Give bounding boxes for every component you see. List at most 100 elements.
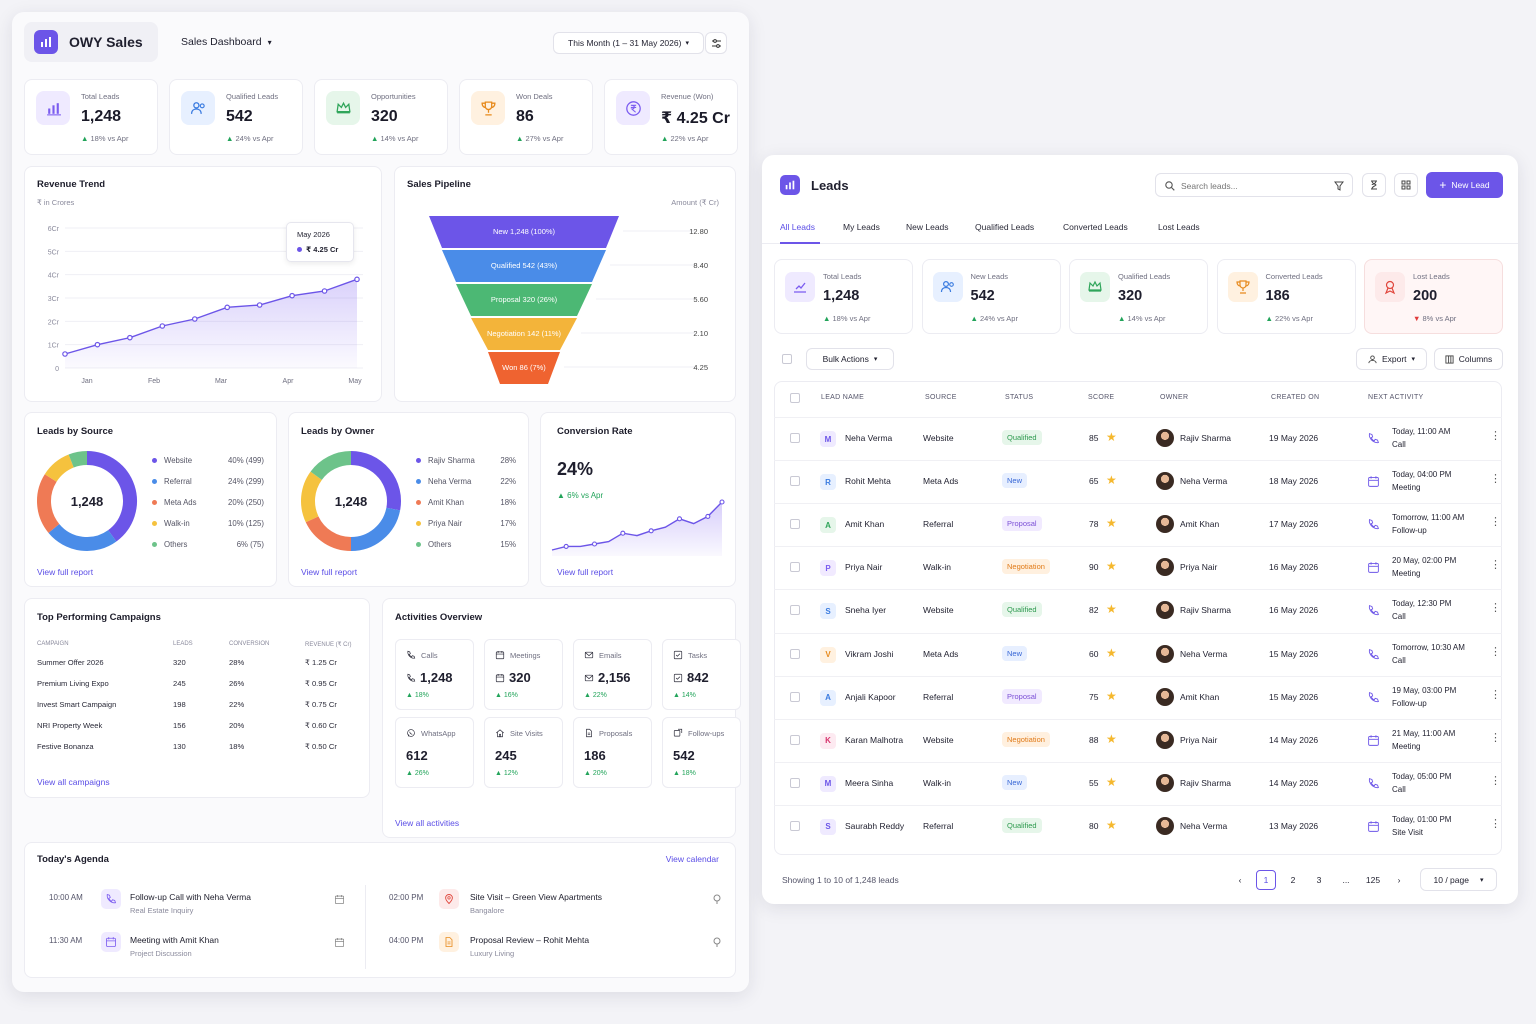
prev-page-button[interactable]: ‹ bbox=[1238, 875, 1242, 885]
row-checkbox[interactable] bbox=[790, 820, 800, 831]
logo-box[interactable]: OWY Sales bbox=[24, 22, 158, 62]
kpi-card[interactable]: Total Leads 1,248 ▲ 18% vs Apr bbox=[24, 79, 158, 155]
funnel-filter-icon[interactable] bbox=[1334, 181, 1344, 191]
table-row[interactable]: M Meera Sinha Walk-in New 55 ★ Rajiv Sharma 14 … bbox=[774, 761, 1502, 805]
kpi-card[interactable]: Won Deals 86 ▲ 27% vs Apr bbox=[459, 79, 593, 155]
activity-tile[interactable]: Meetings 320 ▲ 16% bbox=[484, 639, 563, 710]
lead-name[interactable]: Karan Malhotra bbox=[845, 734, 904, 745]
view-full-report-link[interactable]: View full report bbox=[301, 567, 358, 577]
row-checkbox[interactable] bbox=[790, 648, 800, 659]
activity-tile[interactable]: Proposals 186 ▲ 20% bbox=[573, 717, 652, 788]
kpi-card[interactable]: Opportunities 320 ▲ 14% vs Apr bbox=[314, 79, 448, 155]
col-lead-name[interactable]: LEAD NAME bbox=[821, 394, 865, 401]
page-button[interactable]: 125 bbox=[1365, 875, 1381, 885]
lead-name[interactable]: Vikram Joshi bbox=[845, 648, 894, 659]
header-checkbox[interactable] bbox=[790, 393, 800, 403]
date-range-select[interactable]: This Month (1 – 31 May 2026) ▾ bbox=[553, 32, 704, 54]
more-options-icon[interactable]: ⋮ bbox=[1490, 516, 1501, 529]
more-options-icon[interactable]: ⋮ bbox=[1490, 688, 1501, 701]
lead-kpi-card[interactable]: New Leads 542 ▲ 24% vs Apr bbox=[921, 259, 1061, 334]
lead-name[interactable]: Sneha Iyer bbox=[845, 605, 887, 616]
kpi-card[interactable]: Revenue (Won) ₹ 4.25 Cr ▲ 22% vs Apr bbox=[604, 79, 738, 155]
calendar-icon[interactable] bbox=[334, 937, 345, 948]
lead-name[interactable]: Saurabh Reddy bbox=[845, 820, 905, 831]
table-row[interactable]: Summer Offer 2026 320 28% ₹ 1.25 Cr bbox=[37, 652, 357, 673]
grid-view-button[interactable] bbox=[1394, 173, 1418, 197]
page-button-active[interactable]: 1 bbox=[1256, 870, 1276, 890]
lead-kpi-card[interactable]: Converted Leads 186 ▲ 22% vs Apr bbox=[1216, 259, 1356, 334]
tab-item[interactable]: My Leads bbox=[843, 222, 880, 232]
row-checkbox[interactable] bbox=[790, 476, 800, 487]
dashboard-selector[interactable]: Sales Dashboard ▾ bbox=[181, 36, 272, 48]
activity-tile[interactable]: Site Visits 245 ▲ 12% bbox=[484, 717, 563, 788]
sort-button[interactable] bbox=[1362, 173, 1386, 197]
more-options-icon[interactable]: ⋮ bbox=[1490, 430, 1501, 442]
tab-item[interactable]: All Leads bbox=[780, 222, 815, 232]
more-options-icon[interactable]: ⋮ bbox=[1490, 559, 1501, 572]
agenda-item[interactable]: 02:00 PM Site Visit – Green View Apartmen… bbox=[377, 887, 732, 927]
col-score[interactable]: SCORE bbox=[1088, 394, 1115, 401]
view-all-campaigns-link[interactable]: View all campaigns bbox=[37, 777, 110, 787]
lead-name[interactable]: Priya Nair bbox=[845, 562, 883, 573]
lead-kpi-card[interactable]: Qualified Leads 320 ▲ 14% vs Apr bbox=[1069, 259, 1208, 334]
next-page-button[interactable]: › bbox=[1397, 875, 1401, 885]
more-options-icon[interactable]: ⋮ bbox=[1490, 774, 1501, 787]
lead-name[interactable]: Neha Verma bbox=[845, 433, 893, 443]
lead-name[interactable]: Meera Sinha bbox=[845, 777, 894, 788]
bulk-actions-button[interactable]: Bulk Actions ▾ bbox=[806, 348, 894, 370]
page-button[interactable]: ... bbox=[1342, 875, 1350, 885]
page-button[interactable]: 3 bbox=[1316, 875, 1322, 885]
row-checkbox[interactable] bbox=[790, 433, 800, 443]
table-row[interactable]: K Karan Malhotra Website Negotiation 88 ★ Priy… bbox=[774, 718, 1502, 762]
activity-tile[interactable]: WhatsApp 612 ▲ 26% bbox=[395, 717, 474, 788]
tab-item[interactable]: Qualified Leads bbox=[975, 222, 1035, 232]
row-checkbox[interactable] bbox=[790, 691, 800, 702]
tab-item[interactable]: Converted Leads bbox=[1063, 222, 1128, 232]
more-options-icon[interactable]: ⋮ bbox=[1490, 473, 1501, 486]
table-row[interactable]: Premium Living Expo 245 26% ₹ 0.95 Cr bbox=[37, 673, 357, 694]
lead-kpi-card[interactable]: Lost Leads 200 ▼ 8% vs Apr bbox=[1364, 259, 1503, 334]
table-row[interactable]: P Priya Nair Walk-in Negotiation 90 ★ Priya Na… bbox=[774, 546, 1502, 589]
activity-tile[interactable]: Emails 2,156 ▲ 22% bbox=[573, 639, 652, 710]
lead-kpi-card[interactable]: Total Leads 1,248 ▲ 18% vs Apr bbox=[774, 259, 913, 334]
kpi-card[interactable]: Qualified Leads 542 ▲ 24% vs Apr bbox=[169, 79, 303, 155]
tab-item[interactable]: New Leads bbox=[906, 222, 949, 232]
export-button[interactable]: Export ▾ bbox=[1356, 348, 1427, 370]
view-full-report-link[interactable]: View full report bbox=[37, 567, 94, 577]
lead-name[interactable]: Amit Khan bbox=[845, 519, 885, 530]
more-options-icon[interactable]: ⋮ bbox=[1490, 731, 1501, 744]
page-button[interactable]: 2 bbox=[1290, 875, 1296, 885]
row-checkbox[interactable] bbox=[790, 519, 800, 530]
view-all-activities-link[interactable]: View all activities bbox=[395, 818, 460, 828]
table-row[interactable]: R Rohit Mehta Meta Ads New 65 ★ Neha Verma 18 M… bbox=[774, 460, 1502, 503]
page-size-select[interactable]: 10 / page ▾ bbox=[1420, 868, 1497, 891]
select-all-checkbox[interactable] bbox=[782, 354, 792, 364]
calendar-icon[interactable] bbox=[334, 894, 345, 905]
agenda-item[interactable]: 04:00 PM Proposal Review – Rohit Mehta Lux… bbox=[377, 930, 732, 970]
columns-button[interactable]: Columns bbox=[1434, 348, 1503, 370]
col-status[interactable]: STATUS bbox=[1005, 394, 1034, 401]
pin-icon[interactable] bbox=[712, 937, 722, 947]
row-checkbox[interactable] bbox=[790, 562, 800, 573]
row-checkbox[interactable] bbox=[790, 734, 800, 745]
more-options-icon[interactable]: ⋮ bbox=[1490, 645, 1501, 658]
new-lead-button[interactable]: + New Lead bbox=[1426, 172, 1503, 198]
pin-icon[interactable] bbox=[712, 894, 722, 904]
more-options-icon[interactable]: ⋮ bbox=[1490, 817, 1501, 830]
view-calendar-link[interactable]: View calendar bbox=[665, 854, 719, 864]
col-source[interactable]: SOURCE bbox=[925, 394, 957, 401]
row-checkbox[interactable] bbox=[790, 777, 800, 788]
activity-tile[interactable]: Tasks 842 ▲ 14% bbox=[662, 639, 741, 710]
table-row[interactable]: S Saurabh Reddy Referral Qualified 80 ★ Neha V… bbox=[774, 804, 1502, 848]
col-owner[interactable]: OWNER bbox=[1160, 394, 1189, 401]
activity-tile[interactable]: Follow-ups 542 ▲ 18% bbox=[662, 717, 741, 788]
table-row[interactable]: A Amit Khan Referral Proposal 78 ★ Amit Khan 17… bbox=[774, 503, 1502, 546]
activity-tile[interactable]: Calls 1,248 ▲ 18% bbox=[395, 639, 474, 710]
lead-name[interactable]: Rohit Mehta bbox=[845, 476, 891, 487]
table-row[interactable]: S Sneha Iyer Website Qualified 82 ★ Rajiv Shar… bbox=[774, 589, 1502, 632]
col-created-on[interactable]: CREATED ON bbox=[1271, 394, 1320, 401]
search-input[interactable] bbox=[1181, 178, 1321, 193]
table-row[interactable]: M Neha Verma Website Qualified 85 ★ Rajiv Shar… bbox=[774, 417, 1502, 460]
more-options-icon[interactable]: ⋮ bbox=[1490, 602, 1501, 615]
agenda-item[interactable]: 10:00 AM Follow-up Call with Neha Verma Re… bbox=[37, 887, 359, 927]
